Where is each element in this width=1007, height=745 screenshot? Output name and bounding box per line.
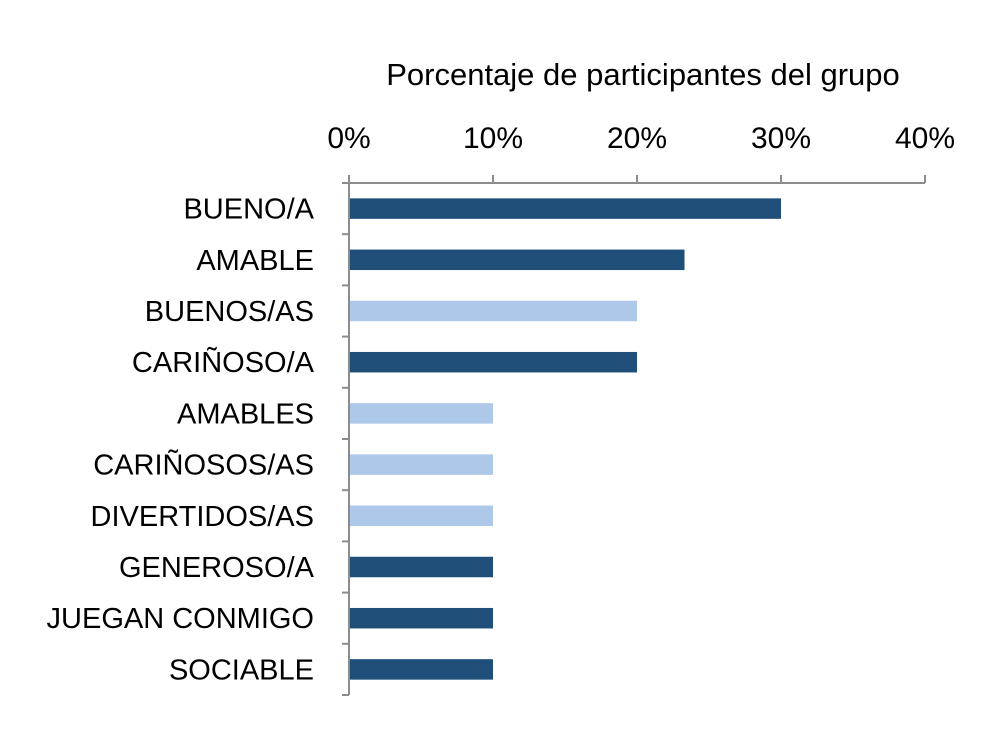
category-label: SOCIABLE	[169, 654, 314, 686]
category-label: BUENOS/AS	[145, 296, 314, 328]
category-label: JUEGAN CONMIGO	[47, 603, 314, 635]
x-axis-title: Porcentaje de participantes del grupo	[386, 57, 900, 92]
bar	[349, 505, 493, 527]
category-label: GENEROSO/A	[119, 552, 315, 584]
bar	[349, 454, 493, 475]
x-tick-label: 40%	[895, 122, 955, 155]
axes	[342, 175, 926, 696]
x-axis-ticks: 0% 10% 20% 30% 40%	[327, 122, 955, 155]
x-tick-label: 0%	[327, 122, 370, 155]
bar	[349, 607, 493, 629]
category-label: AMABLE	[196, 245, 314, 277]
bar	[349, 659, 493, 680]
category-label: BUENO/A	[183, 194, 314, 226]
bar	[349, 403, 493, 424]
bar	[349, 198, 781, 219]
bar	[349, 300, 637, 322]
category-label: DIVERTIDOS/AS	[91, 501, 314, 533]
bars	[349, 198, 781, 680]
x-tick-label: 20%	[607, 122, 667, 155]
category-label: CARIÑOSOS/AS	[93, 448, 314, 482]
category-label: CARIÑOSO/A	[132, 345, 315, 379]
bar	[349, 249, 685, 271]
category-labels: BUENO/A AMABLE BUENOS/AS CARIÑOSO/A AMABLES C…	[47, 194, 315, 687]
category-label: AMABLES	[177, 398, 314, 430]
x-tick-label: 10%	[463, 122, 523, 155]
bar	[349, 351, 637, 373]
bar	[349, 556, 493, 578]
x-tick-label: 30%	[751, 122, 811, 155]
